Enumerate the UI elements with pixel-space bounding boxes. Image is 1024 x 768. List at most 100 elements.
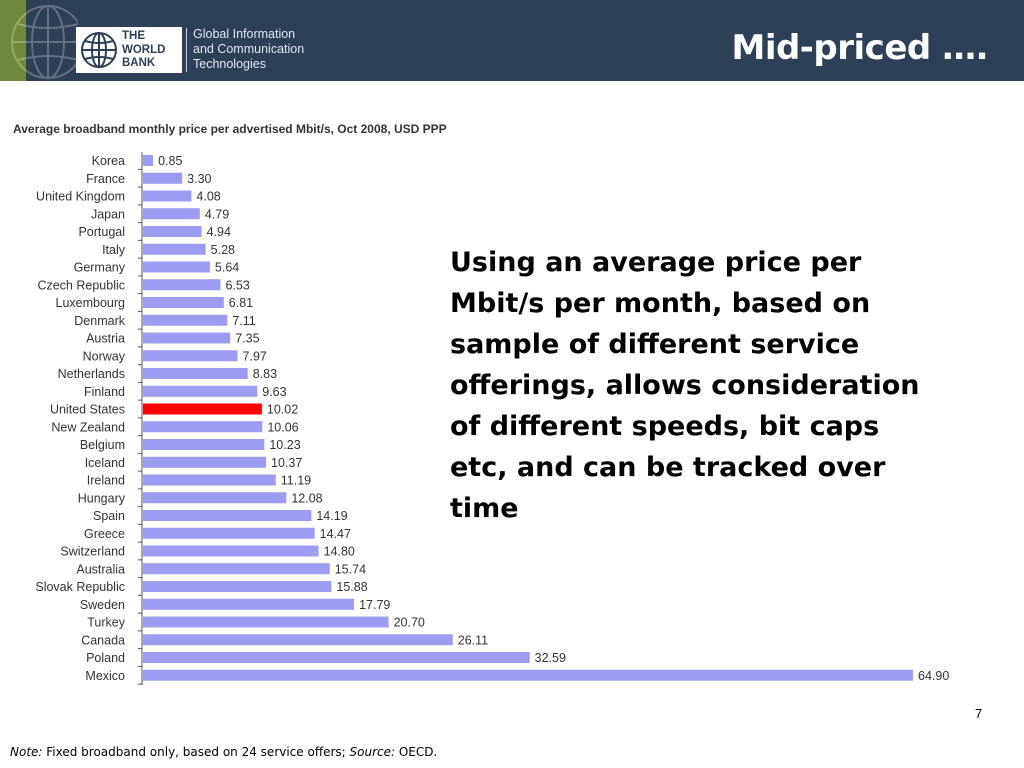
bar — [143, 350, 238, 362]
bar — [143, 261, 210, 273]
category-label: Belgium — [80, 438, 125, 452]
value-label: 64.90 — [918, 669, 949, 683]
value-label: 10.37 — [271, 456, 302, 470]
bar — [143, 226, 202, 237]
body-text: Using an average price per Mbit/s per mo… — [450, 247, 920, 524]
category-label: Korea — [92, 154, 125, 168]
bar-chart: Korea 0.85 France 3.30 United Kingdom 4.08 Jap… — [35, 152, 949, 686]
value-label: 10.02 — [267, 403, 298, 417]
category-label: Czech Republic — [37, 278, 125, 292]
category-label: Sweden — [80, 598, 125, 612]
bar — [143, 172, 183, 184]
bar — [143, 669, 913, 681]
bar — [143, 208, 200, 220]
bar — [143, 385, 258, 397]
slide-header: THE WORLD BANK Global Information and Co… — [0, 0, 1024, 81]
unit-name-line: Global Information — [193, 27, 296, 41]
value-label: 17.79 — [359, 598, 390, 612]
slide-title: Mid-priced …. — [731, 28, 988, 68]
bar — [143, 439, 265, 450]
bar — [143, 616, 389, 628]
category-label: Spain — [93, 509, 125, 523]
bar — [143, 314, 228, 326]
unit-name: Global Information and Communication Tec… — [193, 27, 304, 72]
value-label: 32.59 — [535, 651, 566, 665]
value-label: 6.53 — [225, 278, 249, 292]
globe-icon — [81, 32, 117, 68]
value-label: 26.11 — [458, 633, 488, 647]
bar — [143, 243, 206, 255]
value-label: 20.70 — [394, 616, 425, 630]
logo-text: THE WORLD BANK — [122, 30, 180, 71]
value-label: 5.64 — [215, 261, 239, 275]
value-label: 7.35 — [235, 332, 259, 346]
bar — [143, 421, 263, 433]
bar — [143, 190, 192, 202]
value-label: 10.23 — [269, 438, 300, 452]
bar — [143, 634, 453, 646]
bar — [143, 492, 287, 504]
category-label: New Zealand — [51, 420, 125, 434]
unit-name-line: and Communication — [193, 42, 305, 56]
value-label: 15.74 — [335, 562, 366, 576]
category-label: Slovak Republic — [35, 580, 125, 594]
value-label: 5.28 — [211, 243, 235, 257]
category-label: Netherlands — [58, 367, 125, 381]
bar — [143, 598, 355, 610]
bar — [143, 456, 267, 468]
bar — [143, 403, 262, 415]
value-label: 4.08 — [196, 190, 220, 204]
globe-watermark-icon — [11, 5, 78, 79]
bar — [143, 155, 154, 166]
category-label: France — [86, 172, 125, 186]
category-label: Ireland — [87, 474, 125, 488]
category-label: United Kingdom — [36, 190, 125, 204]
value-label: 11.19 — [281, 474, 311, 488]
note-text: Fixed broadband only, based on 24 servic… — [42, 745, 350, 759]
value-label: 14.19 — [316, 509, 347, 523]
category-label: Austria — [86, 332, 125, 346]
category-label: Denmark — [74, 314, 125, 328]
category-label: Norway — [83, 349, 126, 363]
value-label: 9.63 — [262, 385, 286, 399]
chart-title: Average broadband monthly price per adve… — [13, 122, 447, 136]
category-label: Italy — [102, 243, 126, 257]
category-label: Australia — [76, 562, 125, 576]
bar — [143, 474, 276, 486]
category-label: Poland — [86, 651, 125, 665]
bar — [143, 527, 315, 539]
source-text: OECD. — [395, 745, 438, 759]
category-label: Greece — [84, 527, 125, 541]
bar — [143, 279, 221, 291]
value-label: 8.83 — [253, 367, 277, 381]
value-label: 4.79 — [205, 207, 229, 221]
bar — [143, 297, 224, 308]
value-label: 6.81 — [229, 296, 253, 310]
category-label: Hungary — [78, 491, 126, 505]
category-label: Turkey — [87, 616, 125, 630]
category-label: Switzerland — [60, 545, 125, 559]
value-label: 15.88 — [336, 580, 367, 594]
bar — [143, 652, 530, 663]
world-bank-logo: THE WORLD BANK — [76, 27, 182, 73]
value-label: 10.06 — [267, 420, 298, 434]
header-divider — [186, 28, 187, 72]
category-label: Luxembourg — [56, 296, 126, 310]
value-label: 12.08 — [291, 491, 322, 505]
category-label: Japan — [91, 207, 125, 221]
bar — [143, 368, 248, 379]
bar — [143, 510, 312, 521]
bar — [143, 581, 332, 592]
value-label: 3.30 — [187, 172, 211, 186]
category-label: Mexico — [85, 669, 125, 683]
value-label: 7.11 — [232, 314, 255, 328]
category-label: United States — [50, 403, 125, 417]
page-number: 7 — [975, 706, 983, 721]
value-label: 14.80 — [324, 545, 355, 559]
note-label: Note: — [10, 745, 43, 759]
footnote: Note: Fixed broadband only, based on 24 … — [10, 745, 437, 759]
category-label: Canada — [81, 633, 125, 647]
category-label: Portugal — [78, 225, 125, 239]
source-label: Source: — [349, 745, 396, 759]
logo-line: BANK — [122, 57, 156, 69]
